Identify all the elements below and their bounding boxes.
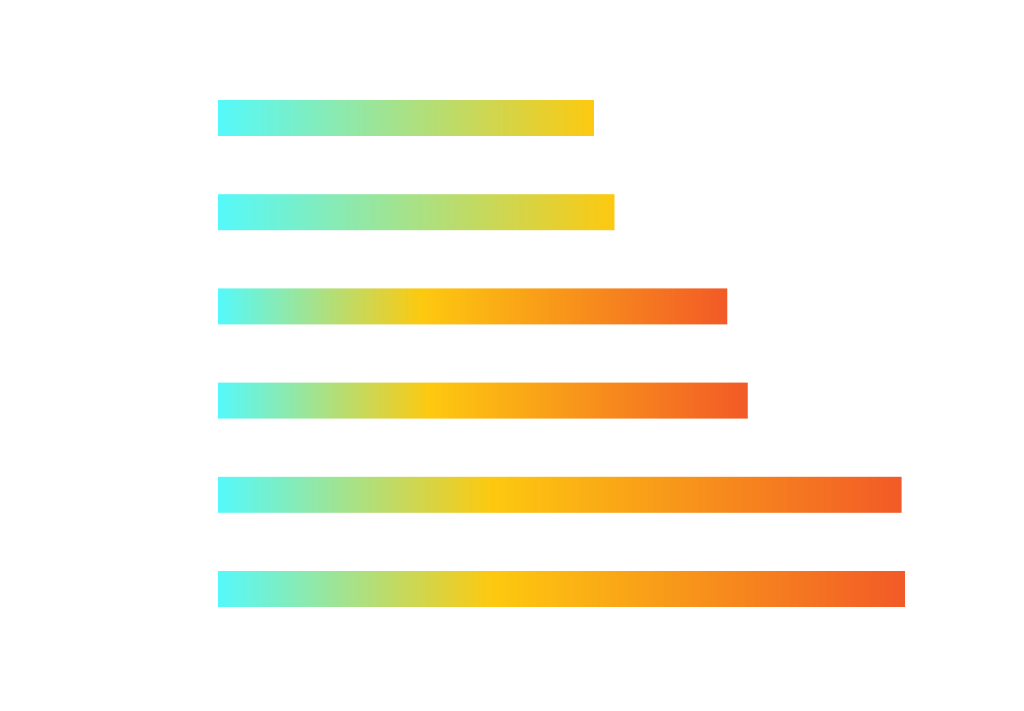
- bar-5: [218, 476, 902, 513]
- bar-1: [218, 100, 594, 136]
- bar-4: [218, 382, 748, 419]
- bar-2: [218, 194, 615, 231]
- bar-6: [218, 571, 905, 607]
- bars-group: [218, 100, 905, 607]
- bar-3: [218, 288, 728, 325]
